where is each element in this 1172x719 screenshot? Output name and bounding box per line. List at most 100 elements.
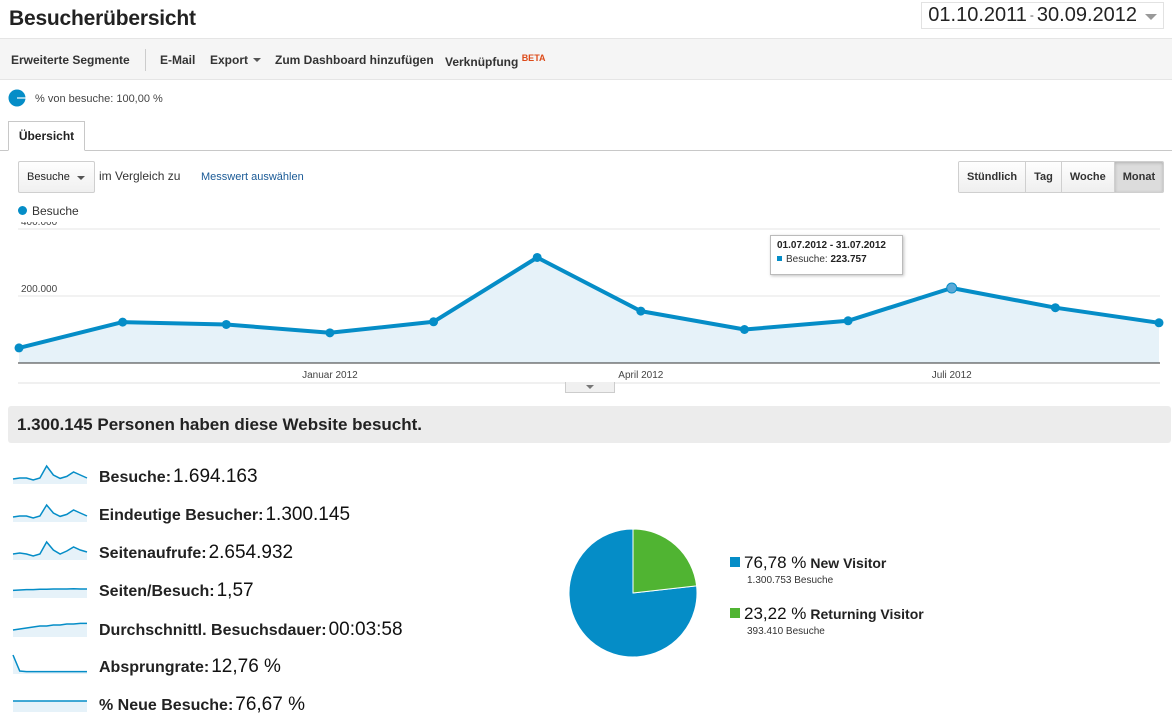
sparkline-line bbox=[12, 540, 88, 557]
metric-value: 1.694.163 bbox=[173, 466, 258, 487]
x-tick-label: Januar 2012 bbox=[302, 370, 358, 381]
metric-name: Seiten/Besuch: bbox=[99, 583, 215, 600]
metric-value: 00:03:58 bbox=[328, 619, 403, 640]
chart-expand-handle[interactable] bbox=[565, 382, 615, 393]
legend-swatch-new bbox=[730, 557, 740, 567]
metric-select[interactable]: Besuche bbox=[18, 161, 95, 193]
metric-value: 2.654.932 bbox=[208, 542, 294, 563]
data-point[interactable] bbox=[532, 252, 542, 262]
data-point[interactable] bbox=[429, 317, 439, 327]
data-point[interactable] bbox=[14, 343, 24, 353]
period-week-button[interactable]: Woche bbox=[1061, 162, 1115, 192]
metric-label: Eindeutige Besucher: 1.300.145 bbox=[99, 504, 350, 526]
legend-pct-new: 76,78 % bbox=[744, 553, 807, 572]
period-month-button[interactable]: Monat bbox=[1114, 162, 1164, 192]
pie-slice[interactable] bbox=[568, 528, 698, 658]
data-point[interactable] bbox=[1154, 318, 1164, 328]
date-range-picker[interactable]: 01.10.2011-30.09.2012 bbox=[921, 2, 1164, 29]
tooltip-label: Besuche: bbox=[786, 254, 828, 265]
compare-label: im Vergleich zu bbox=[99, 169, 181, 183]
tooltip-swatch bbox=[777, 256, 782, 261]
sparkline-area bbox=[13, 505, 87, 522]
data-point[interactable] bbox=[325, 328, 335, 338]
legend-name-returning: Returning Visitor bbox=[810, 606, 924, 622]
metric-label: Besuche: 1.694.163 bbox=[99, 466, 258, 488]
series-line bbox=[18, 255, 1160, 350]
data-point[interactable] bbox=[636, 306, 646, 316]
metric-row: Eindeutige Besucher: 1.300.145 bbox=[12, 498, 512, 526]
data-point[interactable] bbox=[946, 282, 958, 294]
sparkline bbox=[12, 503, 88, 522]
metric-name: % Neue Besuche: bbox=[99, 697, 234, 714]
caret-down-icon bbox=[253, 58, 262, 62]
metric-row: Seiten/Besuch: 1,57 bbox=[12, 574, 512, 601]
metric-label: Absprungrate: 12,76 % bbox=[99, 656, 281, 678]
link-button[interactable]: Verknüpfung BETA bbox=[445, 53, 546, 69]
legend-sub-new: 1.300.753 Besuche bbox=[747, 575, 834, 586]
legend-swatch-returning bbox=[730, 608, 740, 618]
sparkline bbox=[12, 540, 88, 560]
expand-triangle-icon bbox=[586, 385, 594, 389]
tooltip-range: 01.07.2012 - 31.07.2012 bbox=[777, 240, 886, 251]
legend-pct-returning: 23,22 % bbox=[744, 604, 807, 623]
legend-name-new: New Visitor bbox=[810, 555, 887, 571]
sparkline-line bbox=[12, 503, 88, 519]
metric-label: % Neue Besuche: 76,67 % bbox=[99, 694, 305, 716]
metric-row: Besuche: 1.694.163 bbox=[12, 460, 512, 488]
x-tick-label: Juli 2012 bbox=[932, 370, 972, 381]
legend-label: Besuche bbox=[32, 204, 79, 218]
add-to-dashboard-button[interactable]: Zum Dashboard hinzufügen bbox=[275, 53, 434, 67]
toolbar: Erweiterte Segmente E-Mail Export Zum Da… bbox=[0, 38, 1172, 80]
legend-dot bbox=[18, 206, 27, 215]
data-point[interactable] bbox=[221, 319, 231, 329]
sparkline bbox=[13, 700, 87, 712]
link-label: Verknüpfung bbox=[445, 55, 519, 69]
sparkline-area bbox=[13, 701, 87, 712]
advanced-segments-button[interactable]: Erweiterte Segmente bbox=[11, 53, 130, 67]
metric-label: Durchschnittl. Besuchsdauer: 00:03:58 bbox=[99, 619, 403, 641]
sparkline bbox=[12, 622, 87, 637]
metric-name: Durchschnittl. Besuchsdauer: bbox=[99, 622, 327, 639]
segment-text: % von besuche: 100,00 % bbox=[35, 93, 163, 105]
page-title: Besucherübersicht bbox=[9, 7, 196, 30]
metric-select-value: Besuche bbox=[27, 171, 70, 183]
caret-down-icon bbox=[77, 176, 85, 180]
sparkline-area bbox=[13, 588, 87, 598]
metric-row: Durchschnittl. Besuchsdauer: 00:03:58 bbox=[12, 613, 512, 641]
x-tick-label: April 2012 bbox=[618, 370, 663, 381]
visitor-type-pie-chart bbox=[568, 528, 698, 658]
sparkline-area bbox=[13, 542, 87, 560]
chart-tooltip: 01.07.2012 - 31.07.2012 Besuche: 223.757 bbox=[770, 235, 903, 275]
sparkline-area bbox=[13, 466, 87, 484]
y-tick-label: 200.000 bbox=[21, 284, 58, 295]
period-toggle: Stündlich Tag Woche Monat bbox=[958, 161, 1165, 193]
date-start: 01.10.2011 bbox=[928, 4, 1027, 26]
export-button[interactable]: Export bbox=[210, 53, 262, 67]
pie-slice[interactable] bbox=[632, 528, 698, 594]
legend-sub-returning: 393.410 Besuche bbox=[747, 626, 825, 637]
export-label: Export bbox=[210, 53, 249, 67]
metric-value: 1.300.145 bbox=[265, 504, 351, 525]
tooltip-value: 223.757 bbox=[830, 254, 867, 265]
sparkline-area bbox=[13, 623, 87, 637]
period-day-button[interactable]: Tag bbox=[1026, 162, 1062, 192]
sparkline bbox=[12, 464, 88, 484]
data-point[interactable] bbox=[843, 316, 853, 326]
email-button[interactable]: E-Mail bbox=[160, 53, 196, 67]
tab-overview[interactable]: Übersicht bbox=[8, 121, 85, 151]
data-point[interactable] bbox=[739, 325, 749, 334]
header: Besucherübersicht 01.10.2011-30.09.2012 bbox=[0, 0, 1172, 38]
data-point[interactable] bbox=[118, 317, 128, 327]
chevron-down-icon bbox=[1145, 14, 1157, 20]
metric-value: 1,57 bbox=[216, 580, 254, 601]
sparkline bbox=[12, 588, 87, 598]
metric-value: 12,76 % bbox=[211, 656, 281, 677]
metric-name: Absprungrate: bbox=[99, 659, 210, 676]
series-area bbox=[19, 257, 1159, 363]
sparkline-line bbox=[12, 588, 87, 592]
data-point[interactable] bbox=[1050, 303, 1060, 313]
select-metric-link[interactable]: Messwert auswählen bbox=[201, 171, 304, 183]
period-hourly-button[interactable]: Stündlich bbox=[959, 162, 1027, 192]
beta-badge: BETA bbox=[521, 53, 546, 63]
metric-row: % Neue Besuche: 76,67 % bbox=[12, 688, 512, 716]
